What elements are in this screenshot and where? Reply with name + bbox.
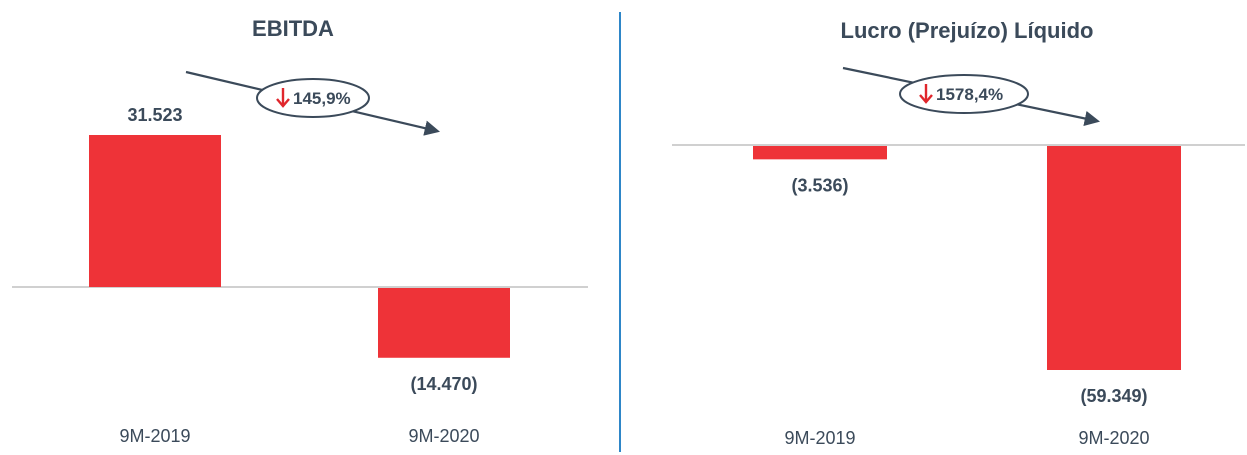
ebitda-change-badge	[256, 78, 370, 118]
lucro-bar-9m-2020	[1047, 146, 1181, 370]
lucro-value-label-9m-2019: (3.536)	[791, 175, 848, 195]
lucro-bar-9m-2019	[753, 146, 887, 160]
lucro-chart: Lucro (Prejuízo) Líquido (3.536) (59.349…	[672, 18, 1245, 448]
down-arrow-icon	[276, 88, 290, 108]
lucro-category-9m-2020: 9M-2020	[1078, 428, 1149, 448]
lucro-title: Lucro (Prejuízo) Líquido	[841, 18, 1094, 43]
ebitda-bar-9m-2020	[378, 288, 510, 358]
ebitda-category-9m-2020: 9M-2020	[408, 426, 479, 446]
ebitda-bar-9m-2019	[89, 135, 221, 287]
down-arrow-icon	[919, 84, 933, 104]
lucro-value-label-9m-2020: (59.349)	[1080, 386, 1147, 406]
ebitda-change-text: 145,9%	[293, 89, 351, 108]
ebitda-title: EBITDA	[252, 16, 334, 41]
ebitda-value-label-9m-2019: 31.523	[127, 105, 182, 125]
lucro-category-9m-2019: 9M-2019	[784, 428, 855, 448]
ebitda-category-9m-2019: 9M-2019	[119, 426, 190, 446]
lucro-change-text: 1578,4%	[936, 85, 1003, 104]
ebitda-chart: EBITDA 31.523 (14.470) 9M-2019 9M-2020 1…	[12, 16, 588, 446]
ebitda-value-label-9m-2020: (14.470)	[410, 374, 477, 394]
lucro-change-badge	[899, 74, 1029, 114]
